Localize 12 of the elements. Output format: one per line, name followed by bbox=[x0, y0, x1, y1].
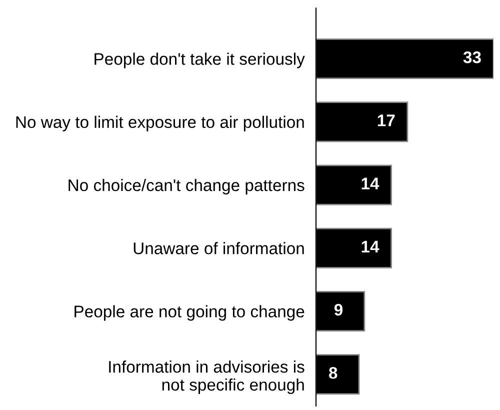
y-tick-label: No way to limit exposure to air pollution bbox=[16, 116, 304, 132]
y-tick-label: No choice/can't change patterns bbox=[68, 178, 304, 194]
data-label: 9 bbox=[334, 304, 343, 316]
y-tick-label: Unaware of information bbox=[134, 242, 304, 254]
data-label: 14 bbox=[362, 240, 380, 252]
data-label: 8 bbox=[329, 367, 338, 379]
y-tick-label: Information in advisories is not specific enough bbox=[109, 360, 304, 394]
data-label: 33 bbox=[463, 51, 481, 64]
y-tick-label: People are not going to change bbox=[74, 305, 304, 321]
y-tick-label: People don't take it seriously bbox=[94, 52, 305, 68]
data-label: 14 bbox=[362, 178, 380, 190]
data-label: 17 bbox=[378, 114, 395, 126]
